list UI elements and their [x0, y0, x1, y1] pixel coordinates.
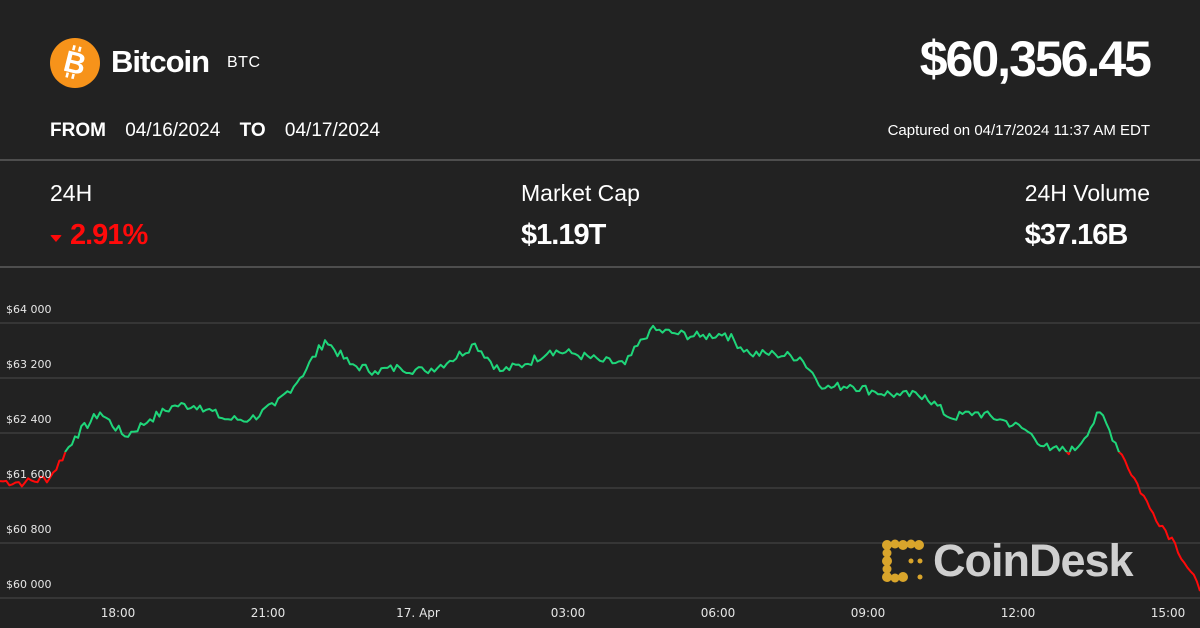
y-tick-label: $60 800 [6, 523, 52, 536]
stat-label: Market Cap [521, 180, 640, 206]
current-price: $60,356.45 [919, 31, 1152, 87]
captured-timestamp: Captured on 04/17/2024 11:37 AM EDT [887, 122, 1150, 139]
from-date: 04/16/2024 [125, 120, 221, 141]
coindesk-wordmark: CoinDesk [933, 535, 1134, 586]
divider [0, 266, 1200, 268]
price-line-up [64, 324, 1121, 453]
x-tick-label: 03:00 [550, 606, 586, 620]
x-tick-label: 15:00 [1150, 606, 1186, 620]
x-tick-label: 21:00 [250, 606, 286, 620]
stat-value: 2.91% [50, 219, 148, 252]
stat-label: 24H Volume [1024, 180, 1150, 206]
divider [0, 159, 1200, 161]
date-range: FROM 04/16/2024 TO 04/17/2024 [50, 120, 394, 142]
stat-value: $1.19T [521, 219, 606, 251]
header: B Bitcoin BTC $60,356.45 FROM 04/16/2024… [0, 0, 1200, 160]
stat-market-cap: Market Cap $1.19T [521, 180, 640, 252]
x-tick-label: 09:00 [850, 606, 886, 620]
y-tick-label: $64 000 [6, 303, 52, 316]
svg-text:B: B [60, 45, 89, 82]
coindesk-watermark: CoinDesk [881, 535, 1134, 586]
stat-label: 24H [50, 180, 93, 206]
coindesk-logo-icon [882, 539, 924, 582]
chart-plot [0, 322, 1200, 599]
y-tick-label: $63 200 [6, 358, 52, 371]
from-label: FROM [50, 120, 106, 141]
to-date: 04/17/2024 [284, 120, 381, 141]
caret-down-icon [50, 235, 62, 242]
y-tick-label: $60 000 [6, 578, 52, 591]
x-tick-label: 17. Apr [396, 606, 440, 620]
x-tick-label: 06:00 [700, 606, 736, 620]
coin-ticker: BTC [227, 54, 261, 71]
gridlines [0, 322, 1200, 599]
stat-value: $37.16B [1024, 219, 1129, 251]
to-label: TO [239, 120, 266, 141]
change-percent: 2.91% [70, 219, 148, 251]
stat-24h-change: 24H 2.91% [50, 180, 148, 252]
coin-name: Bitcoin [111, 44, 210, 79]
y-tick-label: $62 400 [6, 413, 52, 426]
y-tick-label: $61 600 [6, 468, 52, 481]
price-chart: $64 000 $63 200 $62 400 $61 600 $60 800 $60 0… [0, 268, 1200, 628]
x-tick-label: 18:00 [100, 606, 136, 620]
stat-24h-volume: 24H Volume $37.16B [1025, 180, 1150, 252]
bitcoin-icon: B [50, 38, 100, 88]
x-tick-label: 12:00 [1000, 606, 1036, 620]
